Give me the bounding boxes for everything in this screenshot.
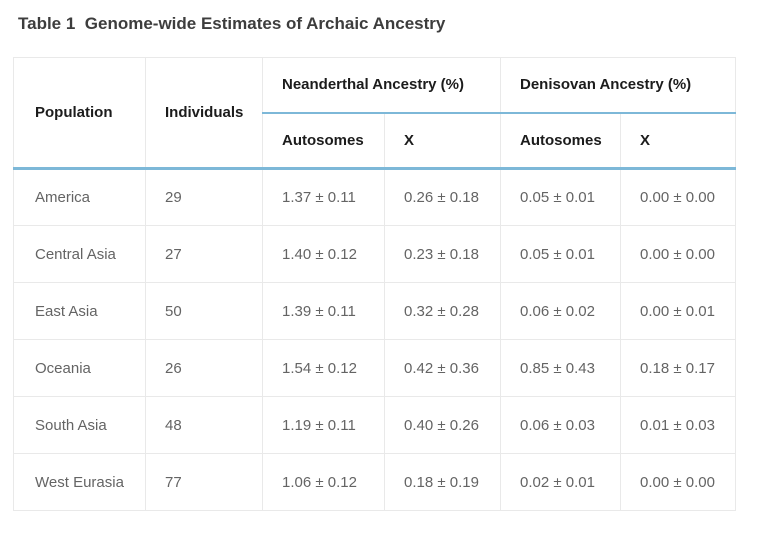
- subheader-denisovan-autosomes: Autosomes: [500, 112, 621, 170]
- cell-individuals: 48: [145, 396, 263, 454]
- table-row-west-eurasia: West Eurasia 77 1.06 ± 0.12 0.18 ± 0.19 …: [13, 453, 737, 511]
- cell-neanderthal-x: 0.26 ± 0.18: [384, 168, 501, 226]
- cell-denisovan-autosomes: 0.02 ± 0.01: [500, 453, 621, 511]
- header-row-sub: Autosomes X Autosomes X: [14, 112, 737, 170]
- cell-population: Central Asia: [13, 225, 146, 283]
- cell-neanderthal-x: 0.18 ± 0.19: [384, 453, 501, 511]
- cell-denisovan-autosomes: 0.06 ± 0.02: [500, 282, 621, 340]
- cell-denisovan-x: 0.18 ± 0.17: [619, 339, 737, 397]
- header-neanderthal-group: Neanderthal Ancestry (%): [262, 57, 501, 114]
- cell-neanderthal-x: 0.32 ± 0.28: [384, 282, 501, 340]
- cell-denisovan-autosomes: 0.06 ± 0.03: [500, 396, 621, 454]
- subheader-denisovan-x: X: [619, 112, 737, 170]
- cell-denisovan-x: 0.00 ± 0.00: [619, 453, 737, 511]
- cell-population: West Eurasia: [13, 453, 146, 511]
- cell-neanderthal-autosomes: 1.40 ± 0.12: [262, 225, 385, 283]
- cell-population: South Asia: [13, 396, 146, 454]
- table-row-america: America 29 1.37 ± 0.11 0.26 ± 0.18 0.05 …: [13, 168, 737, 226]
- table-header: Population Individuals Neanderthal Ances…: [13, 57, 737, 170]
- cell-neanderthal-autosomes: 1.54 ± 0.12: [262, 339, 385, 397]
- header-population: Population: [13, 57, 146, 170]
- cell-individuals: 26: [145, 339, 263, 397]
- cell-neanderthal-autosomes: 1.39 ± 0.11: [262, 282, 385, 340]
- subheader-neanderthal-autosomes: Autosomes: [262, 112, 385, 170]
- cell-neanderthal-autosomes: 1.37 ± 0.11: [262, 168, 385, 226]
- cell-denisovan-autosomes: 0.05 ± 0.01: [500, 168, 621, 226]
- table-row-oceania: Oceania 26 1.54 ± 0.12 0.42 ± 0.36 0.85 …: [13, 339, 737, 397]
- table-row-east-asia: East Asia 50 1.39 ± 0.11 0.32 ± 0.28 0.0…: [13, 282, 737, 340]
- cell-individuals: 29: [145, 168, 263, 226]
- cell-denisovan-x: 0.00 ± 0.00: [619, 225, 737, 283]
- cell-neanderthal-x: 0.42 ± 0.36: [384, 339, 501, 397]
- cell-individuals: 50: [145, 282, 263, 340]
- header-denisovan-group: Denisovan Ancestry (%): [499, 57, 737, 114]
- cell-neanderthal-x: 0.23 ± 0.18: [384, 225, 501, 283]
- cell-population: America: [13, 168, 146, 226]
- subheader-neanderthal-x: X: [384, 112, 501, 170]
- archaic-ancestry-table: Population Individuals Neanderthal Ances…: [13, 57, 737, 511]
- cell-denisovan-x: 0.00 ± 0.00: [619, 168, 737, 226]
- header-row-groups: Population Individuals Neanderthal Ances…: [13, 57, 737, 170]
- cell-denisovan-x: 0.01 ± 0.03: [619, 396, 737, 454]
- cell-denisovan-autosomes: 0.85 ± 0.43: [500, 339, 621, 397]
- table-row-central-asia: Central Asia 27 1.40 ± 0.12 0.23 ± 0.18 …: [13, 225, 737, 283]
- cell-individuals: 27: [145, 225, 263, 283]
- table-row-south-asia: South Asia 48 1.19 ± 0.11 0.40 ± 0.26 0.…: [13, 396, 737, 454]
- page-title: Table 1 Genome-wide Estimates of Archaic…: [18, 14, 446, 33]
- cell-individuals: 77: [145, 453, 263, 511]
- page: Table 1 Genome-wide Estimates of Archaic…: [0, 13, 768, 511]
- table-body: America 29 1.37 ± 0.11 0.26 ± 0.18 0.05 …: [13, 168, 737, 511]
- cell-population: East Asia: [13, 282, 146, 340]
- header-individuals: Individuals: [145, 57, 263, 170]
- cell-population: Oceania: [13, 339, 146, 397]
- cell-neanderthal-autosomes: 1.19 ± 0.11: [262, 396, 385, 454]
- cell-denisovan-autosomes: 0.05 ± 0.01: [500, 225, 621, 283]
- cell-neanderthal-autosomes: 1.06 ± 0.12: [262, 453, 385, 511]
- cell-neanderthal-x: 0.40 ± 0.26: [384, 396, 501, 454]
- cell-denisovan-x: 0.00 ± 0.01: [619, 282, 737, 340]
